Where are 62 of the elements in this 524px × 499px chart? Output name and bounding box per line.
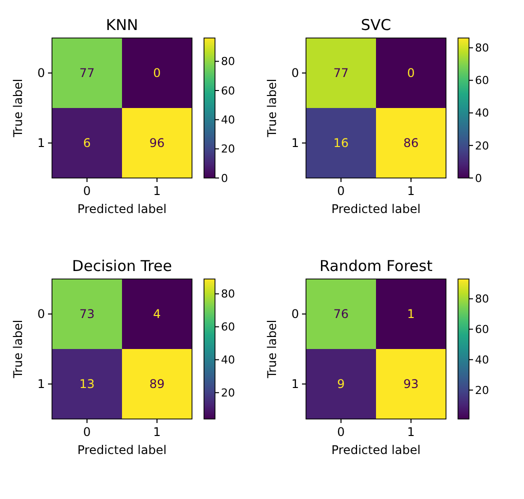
data-label: 73 (79, 307, 95, 322)
chart-title: Random Forest (320, 257, 433, 275)
x-tick-label: 0 (337, 425, 345, 439)
y-tick-label: 0 (291, 307, 299, 322)
x-tick-label: 0 (337, 184, 345, 198)
y-tick-label: 0 (291, 66, 299, 80)
color-bar-label: 60 (475, 323, 489, 336)
color-bar-label: 60 (475, 74, 489, 88)
y-tick-label: 1 (291, 377, 299, 392)
y-axis-title: True label (11, 320, 25, 380)
data-label: 77 (333, 66, 349, 80)
data-label: 0 (153, 66, 161, 80)
color-bar-label: 80 (221, 55, 235, 68)
color-bar-label: 0 (475, 172, 482, 185)
data-label: 86 (403, 136, 419, 150)
color-bar-label: 60 (221, 320, 235, 334)
x-tick-label: 1 (407, 425, 415, 439)
data-label: 93 (403, 377, 419, 392)
x-axis-title: Predicted label (331, 443, 421, 457)
data-label: 4 (153, 307, 161, 322)
color-bar-label: 20 (221, 386, 235, 400)
x-tick-label: 1 (407, 184, 415, 198)
color-bar-label: 20 (221, 142, 235, 156)
chart-title: SVC (360, 16, 392, 34)
x-tick-label: 1 (153, 425, 161, 439)
data-label: 0 (407, 66, 415, 80)
data-label: 16 (333, 136, 349, 150)
color-bar-label: 60 (221, 84, 235, 98)
color-bar-label: 40 (221, 354, 235, 367)
y-tick-label: 1 (291, 136, 299, 150)
chart-title: KNN (106, 16, 138, 34)
x-axis-title: Predicted label (77, 443, 167, 457)
y-tick-label: 0 (37, 307, 45, 322)
x-tick-label: 0 (83, 425, 91, 439)
x-tick-label: 0 (83, 184, 91, 198)
data-label: 76 (333, 307, 349, 322)
data-label: 89 (149, 377, 165, 392)
x-axis-title: Predicted label (77, 202, 167, 216)
color-bar-label: 80 (475, 42, 489, 55)
data-label: 9 (337, 377, 345, 392)
y-axis-title: True label (11, 78, 25, 138)
y-tick-label: 0 (37, 66, 45, 80)
y-axis-title: True label (265, 320, 279, 380)
color-bar-label: 40 (475, 354, 489, 366)
y-axis-title: True label (265, 78, 279, 138)
color-bar-label: 40 (221, 114, 235, 127)
color-bar-label: 80 (475, 292, 489, 306)
data-label: 1 (407, 307, 415, 322)
x-tick-label: 1 (153, 184, 161, 198)
color-bar-label: 20 (475, 139, 489, 152)
color-bar-label: 40 (475, 106, 489, 120)
color-bar-label: 80 (221, 288, 235, 301)
y-tick-label: 1 (37, 136, 45, 150)
color-bar-label: 0 (221, 172, 228, 185)
chart-title: Decision Tree (72, 257, 172, 275)
data-label: 96 (149, 136, 165, 150)
data-label: 77 (79, 66, 95, 80)
x-axis-title: Predicted label (331, 202, 421, 216)
data-label: 13 (79, 377, 95, 392)
y-tick-label: 1 (37, 377, 45, 392)
color-bar-label: 20 (475, 384, 489, 397)
data-label: 6 (83, 136, 91, 150)
